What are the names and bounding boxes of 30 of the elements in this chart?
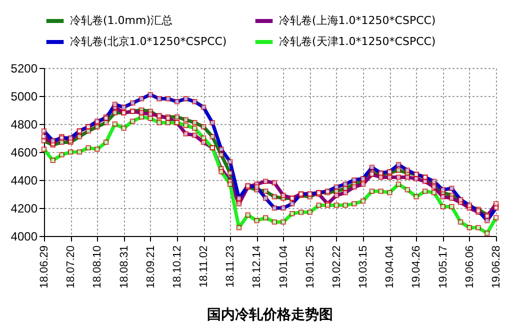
y-tick-label: 4400	[10, 174, 38, 188]
x-tick-label: 19.02.22	[330, 246, 343, 288]
x-tick-label: 19.05.17	[437, 246, 450, 288]
x-tick-label: 18.06.29	[38, 246, 50, 288]
y-tick-label: 4600	[10, 146, 38, 160]
x-tick-label: 19.06.28	[490, 246, 502, 288]
x-tick-label: 18.09.21	[144, 246, 157, 288]
x-tick-label: 18.08.31	[118, 246, 130, 288]
x-tick-label: 19.04.26	[410, 246, 423, 288]
x-tick-label: 19.01.25	[304, 246, 316, 288]
x-tick-label: 19.04.04	[384, 246, 396, 288]
x-tick-label: 18.12.14	[251, 246, 264, 288]
text: 国内冷轧价格走势图	[207, 306, 333, 323]
y-tick-label: 5000	[10, 90, 38, 104]
legend-label: 冷轧卷(1.0mm)汇总	[70, 14, 173, 27]
x-tick-label: 18.11.23	[224, 246, 237, 288]
y-tick-label: 4000	[10, 230, 38, 244]
x-tick-label: 18.10.12	[171, 246, 184, 288]
y-tick-label: 5200	[10, 62, 38, 76]
x-tick-label: 19.06.06	[464, 246, 476, 288]
y-tick-label: 4800	[10, 118, 38, 132]
legend-label: 冷轧卷(天津1.0*1250*CSPCC)	[279, 35, 436, 48]
x-tick-label: 19.01.04	[278, 246, 290, 288]
x-tick-label: 18.08.10	[92, 246, 104, 288]
x-tick-label: 18.07.20	[65, 246, 78, 288]
y-tick-label: 4200	[10, 202, 38, 216]
legend-label: 冷轧卷(上海1.0*1250*CSPCC)	[279, 14, 436, 27]
legend-label: 冷轧卷(北京1.0*1250*CSPCC)	[70, 35, 227, 48]
x-tick-label: 18.11.02	[198, 246, 210, 288]
x-tick-label: 19.03.15	[358, 246, 370, 288]
